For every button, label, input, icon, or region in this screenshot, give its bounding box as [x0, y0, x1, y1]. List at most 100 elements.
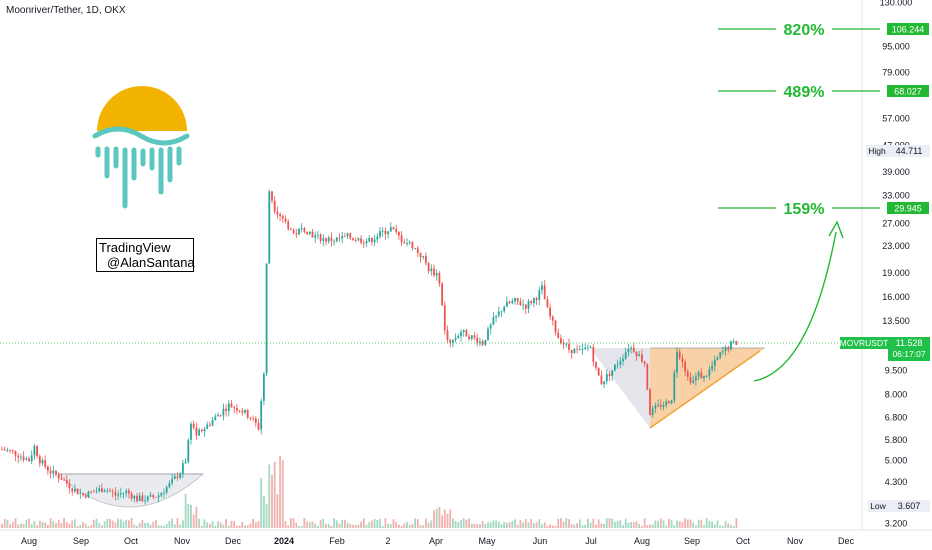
candle-body-247: [668, 401, 670, 404]
volume-bar-190: [514, 519, 516, 528]
watermark-box: TradingView @AlanSantana: [96, 238, 195, 272]
volume-bar-225: [608, 518, 611, 528]
volume-bar-100: [271, 475, 273, 528]
candle-body-16: [44, 459, 47, 467]
volume-bar-252: [681, 522, 684, 528]
candle-body-245: [662, 405, 665, 408]
price-tick-16: 5.000: [885, 456, 908, 466]
volume-bar-169: [457, 522, 460, 528]
volume-bar-132: [357, 524, 360, 528]
volume-bar-38: [103, 521, 106, 528]
candle-body-134: [362, 242, 365, 244]
candle-body-263: [711, 365, 713, 369]
candle-body-37: [101, 488, 103, 493]
last-price-value: 11.528: [896, 338, 923, 348]
candle-body-220: [595, 361, 597, 368]
volume-bar-162: [438, 507, 441, 528]
volume-bar-266: [719, 525, 722, 528]
candle-body-201: [543, 285, 546, 300]
volume-bar-212: [573, 524, 576, 528]
candle-body-73: [198, 429, 200, 436]
candle-body-87: [236, 407, 238, 411]
volume-bar-218: [589, 522, 592, 528]
candle-body-65: [176, 476, 179, 478]
candle-body-150: [406, 243, 408, 244]
candle-body-159: [430, 268, 433, 272]
volume-bar-253: [684, 518, 686, 528]
candle-body-196: [530, 301, 533, 304]
candle-body-127: [344, 236, 346, 237]
candle-body-238: [643, 361, 646, 364]
candle-body-161: [435, 273, 438, 276]
candle-body-4: [11, 450, 14, 452]
volume-bar-13: [36, 525, 38, 528]
volume-bar-115: [311, 521, 314, 528]
candle-body-32: [87, 491, 90, 498]
volume-bar-90: [244, 525, 246, 528]
candle-body-251: [678, 351, 681, 359]
volume-bar-256: [692, 522, 695, 528]
candle-body-125: [338, 237, 341, 239]
price-tick-2: 79.000: [882, 68, 910, 78]
symbol-label: MOVRUSDT: [840, 338, 889, 348]
volume-bar-15: [41, 522, 44, 528]
candle-body-169: [457, 336, 460, 338]
cup-pattern: [56, 473, 205, 508]
dark-triangle: [590, 348, 650, 428]
candle-body-76: [206, 424, 209, 429]
candle-body-259: [700, 372, 703, 379]
candle-body-244: [659, 404, 662, 408]
volume-bar-172: [465, 519, 468, 528]
candle-body-183: [495, 315, 497, 318]
volume-bar-228: [616, 520, 619, 528]
volume-bar-21: [57, 520, 60, 528]
volume-bar-65: [176, 518, 179, 528]
candle-body-272: [735, 340, 738, 345]
volume-bar-254: [686, 519, 689, 528]
candle-body-191: [516, 298, 519, 302]
candle-body-180: [487, 328, 489, 340]
volume-bar-267: [722, 525, 724, 528]
volume-bar-246: [665, 525, 668, 528]
candle-body-121: [327, 237, 330, 242]
volume-bar-10: [28, 518, 30, 528]
candle-body-168: [454, 337, 457, 340]
volume-bar-60: [163, 525, 165, 528]
candle-body-88: [238, 410, 241, 412]
volume-bar-158: [427, 522, 430, 528]
volume-bar-160: [433, 510, 435, 528]
volume-bar-129: [349, 523, 352, 528]
volume-bar-124: [335, 520, 338, 528]
candle-body-199: [538, 290, 541, 301]
candle-body-160: [433, 268, 435, 276]
volume-bar-43: [117, 518, 119, 528]
candle-body-246: [665, 401, 668, 406]
candle-body-222: [600, 375, 603, 385]
volume-bar-203: [549, 524, 551, 528]
volume-bar-156: [422, 525, 425, 528]
time-tick-10: Jun: [533, 536, 548, 546]
volume-bar-82: [222, 524, 225, 528]
price-tick-3: 57.000: [882, 113, 910, 123]
volume-bar-144: [389, 524, 392, 528]
candle-body-152: [411, 242, 414, 249]
time-tick-13: Sep: [684, 536, 700, 546]
candle-body-240: [649, 389, 651, 416]
low-label: Low: [870, 501, 886, 511]
candle-body-249: [673, 372, 676, 401]
candle-body-209: [565, 343, 568, 345]
volume-bar-120: [325, 523, 327, 528]
candle-body-164: [443, 305, 446, 331]
volume-bar-142: [384, 518, 387, 528]
volume-bar-159: [430, 520, 433, 528]
candle-body-39: [106, 490, 109, 492]
candle-body-128: [346, 233, 349, 237]
target-percent-2: 159%: [784, 201, 825, 218]
volume-bar-194: [524, 519, 527, 528]
time-tick-6: Feb: [329, 536, 345, 546]
candle-body-124: [335, 237, 338, 241]
volume-bar-64: [173, 524, 176, 528]
volume-bar-71: [192, 514, 195, 528]
candle-body-248: [670, 400, 673, 404]
